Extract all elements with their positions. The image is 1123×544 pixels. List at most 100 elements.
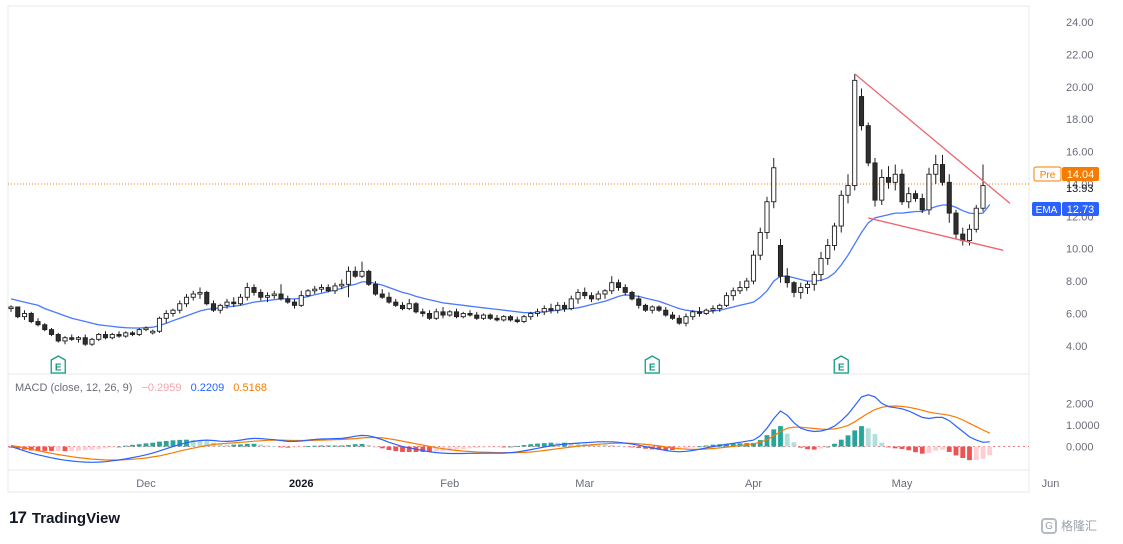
candle — [271, 290, 277, 299]
candle-body-up — [271, 293, 277, 297]
candle-body-down — [204, 291, 210, 305]
candle — [487, 313, 493, 320]
candle — [555, 302, 561, 314]
candle — [460, 311, 466, 319]
macd-histogram-bar — [433, 446, 439, 452]
pre-price-label: Pre 14.04 — [1033, 166, 1099, 182]
candle-body-up — [730, 290, 736, 297]
candle — [872, 158, 878, 207]
macd-histogram-bar — [447, 446, 453, 451]
time-axis[interactable]: Dec 2026 Feb Mar Apr May Jun — [136, 478, 1059, 490]
macd-histogram-bar — [508, 446, 513, 448]
price-tick-label: 10.00 — [1066, 244, 1094, 256]
watermark: G 格隆汇 — [1041, 517, 1097, 534]
macd-histogram-bar — [724, 443, 729, 447]
candle — [845, 174, 851, 204]
macd-histogram-bar — [899, 446, 905, 449]
candle-body-up — [237, 296, 244, 305]
macd-histogram-bar — [278, 446, 284, 448]
candle-body-up — [534, 311, 541, 314]
macd-legend[interactable]: MACD (close, 12, 26, 9) −0.2959 0.2209 0… — [15, 382, 267, 394]
candle — [480, 313, 487, 320]
candle-body-up — [480, 314, 487, 319]
trendline-drawings[interactable] — [854, 73, 1011, 251]
candle — [204, 290, 210, 306]
candle — [183, 294, 190, 307]
macd-histogram-value: −0.2959 — [141, 382, 181, 394]
macd-histogram-bar — [190, 439, 196, 447]
macd-histogram-bar — [379, 446, 385, 449]
candlestick-series[interactable] — [8, 73, 986, 346]
candle — [514, 316, 520, 324]
macd-histogram-bar — [157, 441, 162, 447]
candle-body-up — [892, 173, 898, 183]
candle-body-down — [885, 177, 892, 183]
candle-body-up — [879, 177, 885, 201]
candle-body-down — [514, 319, 520, 322]
candle — [399, 302, 406, 311]
price-tick-label: 20.00 — [1066, 82, 1094, 94]
candle — [777, 238, 784, 283]
macd-legend-name: MACD (close, 12, 26, 9) — [15, 382, 132, 394]
candle-body-up — [190, 293, 196, 298]
macd-histogram-bar — [130, 444, 135, 447]
macd-histogram-bar — [238, 444, 243, 447]
candle-body-up — [804, 283, 811, 288]
ema-line — [10, 204, 991, 329]
macd-histogram-bar — [845, 435, 851, 447]
candle-body-up — [609, 282, 615, 292]
candle-body-down — [629, 291, 635, 300]
macd-histogram-bar — [622, 446, 628, 448]
macd-histogram-bar — [265, 445, 270, 447]
candle-body-up — [143, 327, 149, 331]
macd-histogram-bar — [535, 443, 540, 447]
tradingview-logo[interactable]: 17 TradingView — [9, 508, 120, 528]
candle — [906, 187, 912, 209]
macd-histogram-bar — [528, 444, 534, 447]
candle-body-up — [136, 329, 142, 335]
ema-price-label: EMA 12.73 — [1032, 202, 1099, 216]
candle-body-up — [197, 291, 203, 295]
candle — [28, 311, 34, 324]
earnings-marker-label: E — [55, 363, 62, 374]
candle — [683, 313, 689, 327]
macd-histogram-bar — [521, 445, 527, 447]
candle — [372, 281, 379, 296]
candle-body-down — [399, 304, 406, 310]
macd-histogram-bar — [420, 446, 426, 452]
candle — [318, 284, 325, 293]
macd-histogram-bar — [204, 441, 210, 447]
candle-body-down — [642, 304, 649, 311]
candle — [541, 305, 547, 316]
macd-histogram-bar — [514, 445, 520, 447]
macd-histogram-bar — [116, 446, 122, 448]
candle-body-down — [35, 321, 41, 326]
candle — [615, 279, 622, 291]
candle — [278, 284, 284, 301]
candle — [811, 271, 817, 291]
candle-body-up — [980, 185, 986, 209]
macd-histogram-bar — [177, 439, 183, 447]
candle-body-down — [210, 303, 217, 311]
macd-axis: 2.000 1.0000 0.000 — [1066, 398, 1100, 453]
candle-body-down — [507, 316, 514, 321]
macd-histogram-bar — [319, 445, 324, 447]
macd-pane[interactable] — [8, 394, 1029, 463]
candle — [798, 282, 804, 299]
candle-body-up — [244, 287, 250, 298]
price-tick-label: 24.00 — [1066, 17, 1094, 29]
candle-body-up — [177, 303, 183, 311]
macd-histogram-bar — [609, 445, 615, 447]
candle — [690, 310, 696, 320]
candle — [980, 164, 986, 212]
candle-body-up — [123, 332, 129, 337]
candle — [926, 167, 932, 215]
candle — [602, 289, 608, 299]
candle — [899, 169, 905, 205]
macd-histogram-bar — [150, 442, 156, 447]
macd-histogram-bar — [548, 442, 554, 447]
candle-body-down — [325, 287, 331, 292]
candle-body-down — [393, 301, 399, 306]
candle — [939, 154, 946, 186]
